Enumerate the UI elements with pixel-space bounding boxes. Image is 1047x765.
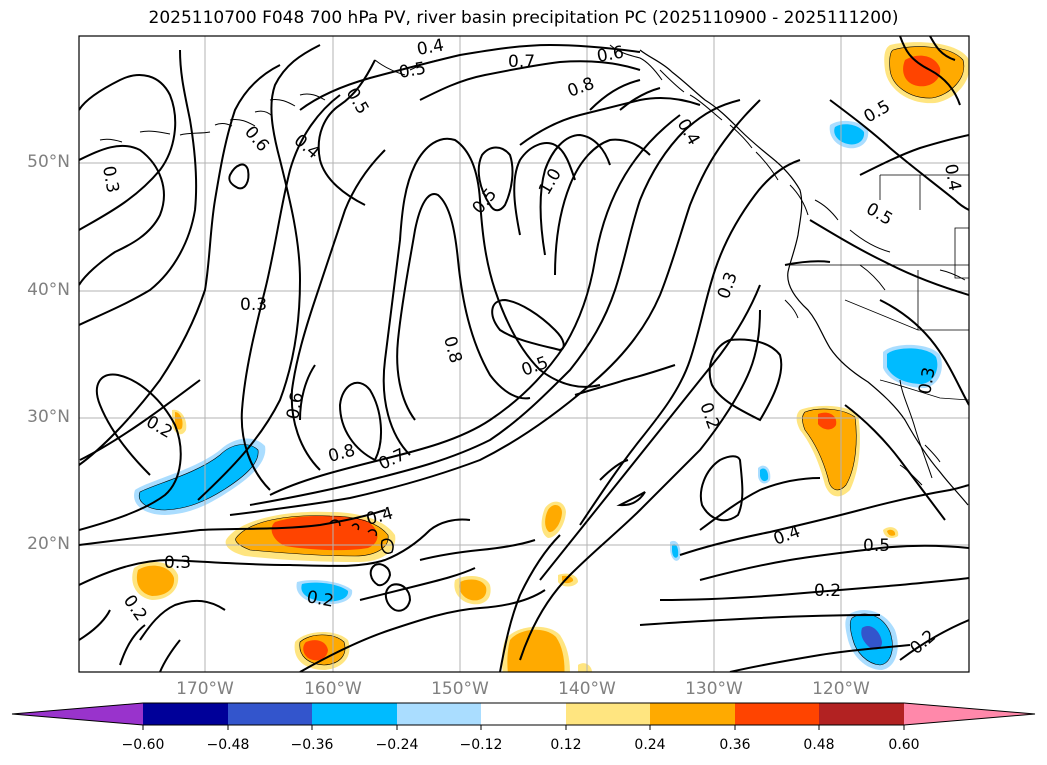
- colorbar-extend-low: [12, 703, 143, 725]
- colorbar-tick-label: 0.12: [550, 737, 582, 753]
- lon-label: 160°W: [304, 679, 362, 699]
- colorbar-segment: [819, 703, 904, 725]
- positive-anomaly-baja: [796, 405, 860, 497]
- contour-label: 0.5: [861, 96, 894, 127]
- colorbar-segment: [566, 703, 650, 725]
- colorbar-segment: [397, 703, 481, 725]
- colorbar-segment: [228, 703, 312, 725]
- colorbar-tick-label: −0.36: [290, 737, 334, 753]
- contour-label: 0.5: [519, 353, 551, 381]
- negative-anomaly-cells: [134, 120, 942, 670]
- contour-label: 0.2: [906, 626, 940, 659]
- contour-label: 0.4: [415, 36, 445, 60]
- map-frame: [78, 35, 970, 673]
- pv-contours: [79, 36, 969, 672]
- lon-label: 130°W: [685, 679, 743, 699]
- colorbar-tick-label: −0.48: [206, 737, 250, 753]
- colorbar-segment: [735, 703, 819, 725]
- colorbar-segment: [143, 703, 228, 725]
- contour-label: 0.3: [915, 366, 939, 396]
- contour-label: 0.5: [863, 199, 896, 230]
- contour-label: 0.3: [164, 553, 191, 573]
- contour-label: 0.4: [673, 116, 704, 149]
- contour-label: 0.8: [439, 334, 465, 365]
- lat-label: 30°N: [27, 407, 70, 427]
- lat-label: 20°N: [27, 534, 70, 554]
- colorbar-tick-label: −0.60: [121, 737, 165, 753]
- contour-label: 0.3: [240, 295, 267, 315]
- colorbar-tick-label: −0.12: [459, 737, 503, 753]
- contour-label: 0.5: [863, 536, 890, 556]
- contour-label: 0.5: [397, 59, 427, 83]
- lon-label: 150°W: [431, 679, 489, 699]
- lon-label: 170°W: [176, 679, 234, 699]
- contour-label: 0.2: [695, 400, 723, 432]
- colorbar-segment: [650, 703, 735, 725]
- contour-label: 0.2: [305, 587, 335, 611]
- colorbar-segment: [481, 703, 566, 725]
- contour-label: 0.3: [98, 164, 122, 194]
- hawaii-islands: [329, 519, 394, 554]
- lat-label: 40°N: [27, 280, 70, 300]
- colorbar-segment: [312, 703, 397, 725]
- positive-anomaly-pacific-20n: [225, 511, 396, 562]
- contour-label: 0.4: [940, 162, 964, 192]
- contour-label: 0.6: [283, 391, 307, 421]
- graticule: [79, 36, 969, 672]
- figure-title: 2025110700 F048 700 hPa PV, river basin …: [148, 8, 899, 28]
- precipitation-shading: [132, 42, 969, 672]
- contour-label: 0.6: [240, 122, 273, 156]
- colorbar-tick-label: 0.24: [634, 737, 666, 753]
- contour-label: 0.6: [595, 43, 625, 67]
- contour-label-extra: 0.2: [814, 581, 841, 601]
- colorbar-tick-label: 0.48: [803, 737, 835, 753]
- contour-label: 1.0: [535, 165, 566, 198]
- lon-label: 140°W: [558, 679, 616, 699]
- contour-label: 0.5: [342, 85, 373, 118]
- lat-label: 50°N: [27, 152, 70, 172]
- contour-label: 0.5: [469, 185, 502, 219]
- contour-label: 0.4: [364, 504, 395, 530]
- contour-label: 0.7: [508, 52, 535, 72]
- map-area: 0.4 0.5 0.7 0.6 0.8 0.4 0.5 0.6 0.4 0.3 …: [79, 36, 969, 672]
- contour-label: 0.3: [714, 269, 742, 301]
- colorbar: [11, 702, 1036, 730]
- colorbar-tick-label: 0.60: [888, 737, 920, 753]
- contour-label: 0.8: [326, 441, 357, 467]
- contour-label: 0.8: [565, 74, 597, 102]
- colorbar-tick-label: −0.24: [375, 737, 419, 753]
- positive-anomaly-northeast: [884, 42, 969, 104]
- colorbar-tick-label: 0.36: [719, 737, 751, 753]
- colorbar-extend-high: [904, 703, 1035, 725]
- lon-label: 120°W: [812, 679, 870, 699]
